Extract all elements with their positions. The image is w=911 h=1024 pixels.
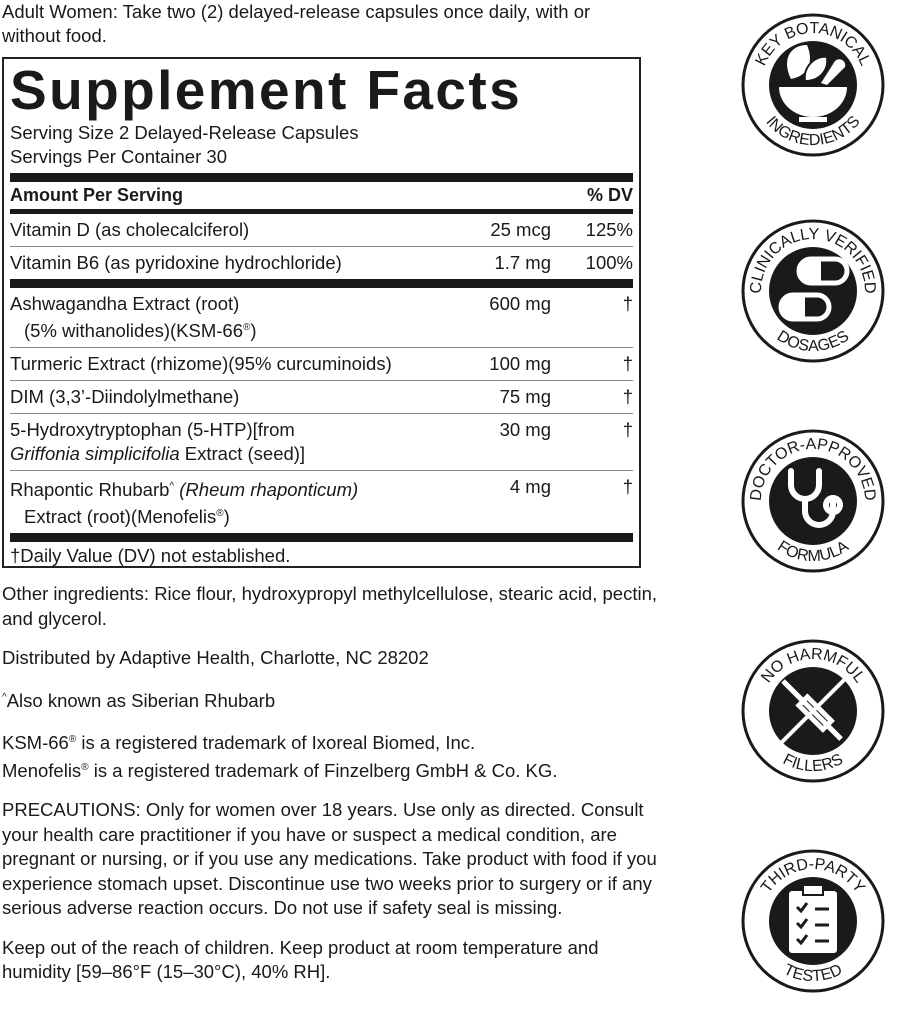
panel-title: Supplement Facts	[10, 59, 523, 121]
text: Also known as Siberian Rhubarb	[6, 689, 276, 711]
nutrient-name: Vitamin D (as cholecalciferol)	[10, 219, 250, 240]
nutrient-amount: 1.7 mg	[494, 252, 551, 273]
ingredient-dv: †	[622, 353, 633, 375]
servings-per-container: Servings Per Container 30	[10, 146, 227, 167]
badge: CLINICALLY VERIFIED DOSAGES	[740, 218, 886, 364]
header-amount: Amount Per Serving	[10, 185, 184, 205]
table-row: 5-Hydroxytryptophan (5-HTP)[from Griffoni…	[10, 414, 633, 472]
botanical-name: (Rheum rhaponticum)	[174, 479, 359, 501]
mortar-pestle-leaf-icon	[779, 45, 847, 122]
ingredient-name: 5-Hydroxytryptophan (5-HTP)[from Griffoni…	[10, 418, 431, 466]
ingredient-amount: 600 mg	[489, 293, 551, 314]
badge-bottom-text: TESTED	[781, 961, 845, 985]
ingredient-amount: 100 mg	[489, 353, 551, 375]
divider-thick	[10, 533, 633, 543]
header-dv: % DV	[586, 185, 633, 205]
text: (5% withanolides)(KSM-66	[24, 320, 244, 342]
ingredient-amount: 30 mg	[499, 419, 551, 441]
table-row: Vitamin B6 (as pyridoxine hydrochloride)…	[10, 247, 633, 279]
table-header: Amount Per Serving % DV	[10, 182, 633, 209]
caret-mark: ^	[2, 691, 7, 703]
text: Extract (seed)]	[179, 443, 306, 465]
divider-thick	[10, 173, 633, 182]
serving-size: Serving Size 2 Delayed-Release Capsules	[10, 122, 359, 143]
ingredient-name: DIM (3,3’-Diindolylmethane)	[10, 386, 240, 408]
directions: Adult Women: Take two (2) delayed-releas…	[2, 1, 591, 46]
badge: NO HARMFUL FILLERS	[740, 638, 886, 784]
distributor: Distributed by Adaptive Health, Charlott…	[2, 647, 429, 668]
text: KSM-66	[2, 732, 69, 754]
registered-mark: ®	[243, 322, 251, 333]
text: is a registered trademark of Ixoreal Bio…	[76, 732, 476, 754]
table-row: Rhapontic Rhubarb^ (Rheum rhaponticum) Ex…	[10, 471, 633, 533]
other-ingredients: Other ingredients: Rice flour, hydroxypr…	[2, 583, 657, 629]
text: )	[250, 320, 257, 342]
storage: Keep out of the reach of children. Keep …	[2, 936, 599, 983]
precautions: PRECAUTIONS: Only for women over 18 year…	[2, 799, 657, 919]
badge: DOCTOR-APPROVED FORMULA	[740, 428, 886, 574]
table-row: DIM (3,3’-Diindolylmethane) 75 mg †	[10, 381, 633, 415]
text: Menofelis	[2, 759, 82, 781]
ingredient-line: (5% withanolides)(KSM-66®)	[10, 320, 257, 341]
also-known-as: ^Also known as Siberian Rhubarb	[2, 686, 662, 714]
table-row: Ashwagandha Extract (root) (5% withanolid…	[10, 288, 633, 349]
ingredient-dv: †	[622, 476, 633, 498]
text: )	[223, 506, 230, 528]
divider-thick	[10, 279, 633, 288]
text: Rhapontic Rhubarb	[10, 479, 170, 501]
nutrient-dv: 125%	[585, 219, 633, 240]
registered-mark: ®	[68, 734, 77, 746]
capsules-icon	[778, 256, 850, 322]
nutrient-dv: 100%	[585, 252, 633, 273]
trademarks: KSM-66® is a registered trademark of Ixo…	[2, 728, 662, 783]
ingredient-name: Rhapontic Rhubarb^ (Rheum rhaponticum) Ex…	[10, 475, 431, 529]
label-text: Other ingredients: Rice flour, hydroxypr…	[2, 582, 662, 1000]
stethoscope-icon	[788, 468, 843, 528]
text: is a registered trademark of Finzelberg …	[88, 759, 558, 781]
badge: KEY BOTANICAL INGREDIENTS	[740, 12, 886, 158]
ingredient-dv: †	[622, 293, 633, 314]
botanical-name: Griffonia simplicifolia	[10, 443, 180, 465]
table-row: Vitamin D (as cholecalciferol) 25 mcg 12…	[10, 214, 633, 247]
supplement-facts-panel: Supplement Facts Serving Size 2 Delayed-…	[2, 57, 641, 568]
ingredient-amount: 4 mg	[509, 476, 551, 498]
ingredient-name: Ashwagandha Extract (root) (5% withanolid…	[10, 292, 431, 343]
ingredient-line: Extract (root)(Menofelis®)	[10, 506, 230, 527]
registered-mark: ®	[81, 761, 89, 773]
footnote: †Daily Value (DV) not established.	[10, 545, 291, 567]
registered-mark: ®	[216, 508, 224, 520]
divider-medium	[10, 209, 633, 214]
caret-mark: ^	[169, 481, 175, 493]
ingredient-name: Turmeric Extract (rhizome)(95% curcumino…	[10, 353, 392, 375]
clipboard-checklist-icon	[789, 884, 837, 953]
ingredient-line: Ashwagandha Extract (root)	[10, 293, 240, 314]
badge: THIRD-PARTY TESTED	[740, 848, 886, 994]
ingredient-dv: †	[622, 386, 633, 408]
crossed-syringe-icon	[775, 673, 851, 749]
table-row: Turmeric Extract (rhizome)(95% curcumino…	[10, 348, 633, 382]
nutrient-amount: 25 mcg	[490, 219, 551, 240]
svg-text:TESTED: TESTED	[781, 961, 845, 985]
nutrient-name: Vitamin B6 (as pyridoxine hydrochloride)	[10, 252, 342, 273]
ingredient-amount: 75 mg	[499, 386, 551, 408]
ingredient-dv: †	[622, 419, 633, 441]
text: Extract (root)(Menofelis	[24, 506, 217, 528]
ingredient-line: 5-Hydroxytryptophan (5-HTP)[from	[10, 419, 295, 441]
